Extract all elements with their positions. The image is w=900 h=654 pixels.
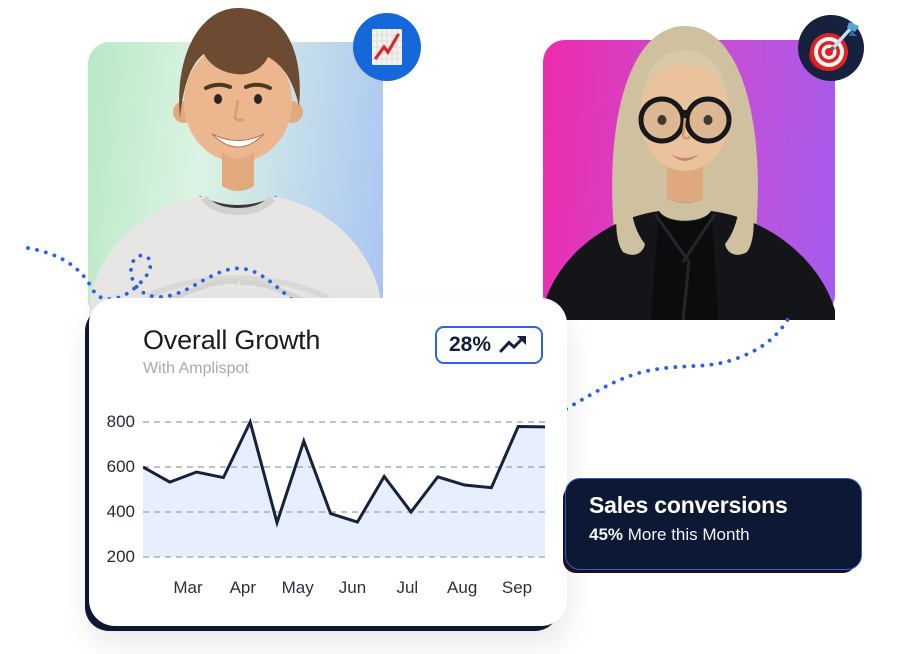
hair-fringe	[641, 50, 729, 104]
hair-tip	[725, 208, 754, 255]
lapel	[681, 213, 717, 263]
glasses-bridge	[679, 110, 691, 116]
eyebrow	[244, 82, 272, 90]
x-axis: Mar Apr May Jun Jul Aug Sep	[143, 578, 545, 600]
lapel	[653, 213, 691, 320]
neck	[667, 162, 703, 203]
x-axis-label: Sep	[501, 578, 533, 597]
growth-percent-value: 28%	[448, 333, 491, 356]
x-axis-label: Jul	[396, 578, 419, 597]
growth-card-header: Overall Growth With Amplispot 28%	[143, 325, 543, 378]
x-axis-label: Apr	[229, 578, 257, 597]
y-axis-label: 200	[106, 547, 135, 566]
growth-area-fill	[143, 422, 545, 557]
lips	[671, 154, 699, 161]
trend-up-icon	[499, 336, 526, 353]
chart-increasing-icon	[353, 13, 421, 81]
nose	[233, 99, 244, 122]
smile	[211, 133, 265, 148]
collar	[201, 195, 275, 215]
eye	[703, 115, 713, 125]
dartboard-glyph	[809, 22, 859, 71]
eye	[214, 94, 222, 104]
sales-highlight: 45%	[589, 525, 624, 544]
eye	[657, 115, 667, 125]
eye	[254, 94, 262, 104]
y-axis-label: 800	[106, 412, 135, 431]
growth-title: Overall Growth	[143, 325, 321, 355]
green-accent-line	[489, 626, 531, 629]
chart-increasing-glyph	[372, 29, 402, 65]
dartboard-icon	[798, 15, 864, 81]
y-axis-label: 400	[106, 502, 135, 521]
nose	[681, 117, 691, 140]
growth-line	[142, 417, 546, 528]
y-axis: 800 600 400 200	[95, 298, 135, 598]
person-young-man	[88, 8, 383, 330]
sales-conversions-card: Sales conversions 45% More this Month	[565, 478, 862, 570]
blazer-inner	[651, 211, 719, 320]
growth-subtitle: With Amplispot	[143, 359, 249, 377]
sales-title: Sales conversions	[589, 492, 788, 518]
x-axis-label: May	[281, 578, 314, 597]
x-axis-label: Mar	[173, 578, 203, 597]
growth-percent-badge: 28%	[434, 326, 543, 364]
eyebrow	[204, 82, 232, 90]
x-axis-label: Aug	[447, 578, 478, 597]
hair	[179, 8, 300, 118]
y-axis-label: 600	[106, 457, 135, 476]
x-axis-label: Jun	[338, 578, 367, 597]
neck	[222, 152, 254, 191]
sales-subtitle: 45% More this Month	[589, 525, 750, 544]
dotted-squiggle-right	[564, 317, 790, 411]
hair-tip	[616, 208, 645, 255]
growth-chart-plot	[142, 413, 546, 565]
overall-growth-card: Overall Growth With Amplispot 28% 800 600…	[89, 298, 567, 626]
person-woman	[543, 26, 835, 320]
